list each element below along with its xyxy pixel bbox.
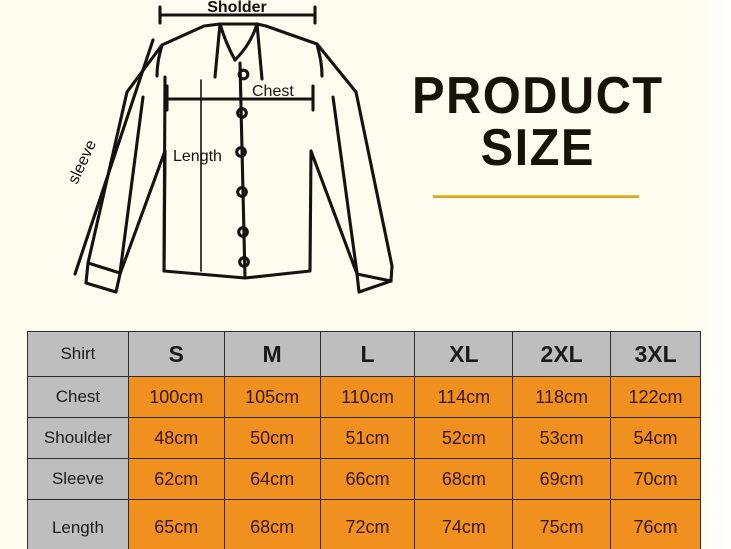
svg-text:Sholder: Sholder <box>207 0 267 16</box>
svg-text:sleeve: sleeve <box>65 137 100 186</box>
svg-text:Length: Length <box>173 148 222 165</box>
svg-text:Chest: Chest <box>252 83 294 100</box>
